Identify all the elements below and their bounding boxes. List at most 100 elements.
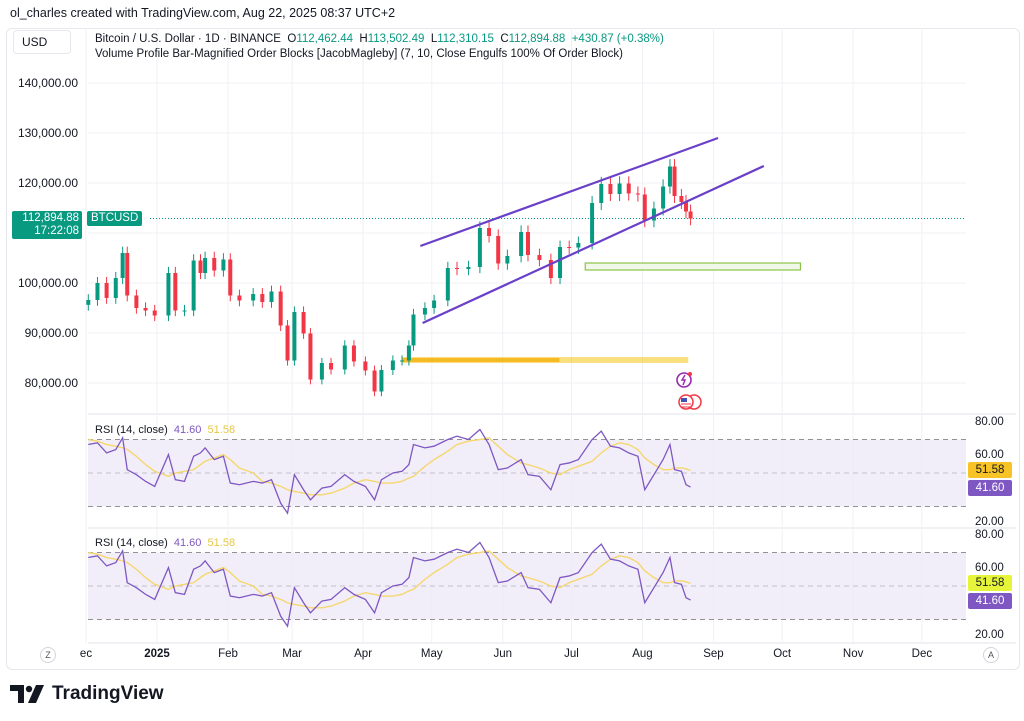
candle-body <box>104 283 109 298</box>
low-label: L <box>430 33 438 45</box>
timezone-button[interactable]: Z <box>40 647 56 663</box>
candle-body <box>477 228 482 267</box>
candle-body <box>432 300 437 308</box>
channel-lower-line <box>422 165 765 324</box>
rsi-y-tick-label: 60.00 <box>975 562 1004 575</box>
candle-body <box>212 258 217 271</box>
candle-body <box>599 184 604 203</box>
candle <box>679 188 684 209</box>
candle <box>411 308 416 351</box>
logo-text: TradingView <box>52 683 164 704</box>
chart-frame <box>6 28 1020 670</box>
candle <box>558 240 563 285</box>
candle-body <box>292 312 297 361</box>
y-tick-label: 140,000.00 <box>17 76 78 90</box>
rsi-title: RSI (14, close) <box>95 424 168 436</box>
candle-body <box>342 345 347 370</box>
candle-body <box>590 203 595 243</box>
tradingview-logo: TradingView <box>10 683 164 705</box>
candle-body <box>301 312 306 334</box>
high-label: H <box>359 33 368 45</box>
candle <box>688 204 693 226</box>
candle-body <box>635 193 640 195</box>
candle-body <box>454 268 459 269</box>
rsi-ma-value: 51.58 <box>207 537 236 549</box>
candle-body <box>182 310 187 312</box>
candle <box>342 340 347 375</box>
indicator-legend[interactable]: Volume Profile Bar-Magnified Order Block… <box>95 48 623 60</box>
rsi-y-tick-label: 80.00 <box>975 415 1004 428</box>
candle-body <box>152 310 157 316</box>
candle <box>86 294 91 311</box>
candle-body <box>525 232 530 255</box>
x-tick-label: Dec <box>911 648 933 660</box>
candle-body <box>576 243 581 248</box>
candle-body <box>221 259 226 271</box>
candle-body <box>285 325 290 361</box>
x-tick-label: Oct <box>773 648 792 660</box>
candle <box>432 294 437 314</box>
change-value: +430.87 (+0.38%) <box>571 33 664 45</box>
candle <box>166 266 171 322</box>
candle <box>608 176 613 202</box>
candle-body <box>683 202 688 212</box>
candle <box>651 201 656 228</box>
currency-button[interactable]: USD <box>13 30 71 54</box>
bar-countdown: 17:22:08 <box>34 225 79 237</box>
lightning-glyph <box>680 374 687 386</box>
candle <box>221 253 226 277</box>
candle-body <box>379 370 384 392</box>
candle <box>198 254 203 280</box>
rsi-line <box>88 428 691 515</box>
rsi-value: 41.60 <box>173 424 202 436</box>
candle <box>537 248 542 267</box>
candle <box>466 260 471 276</box>
rsi-legend-2[interactable]: RSI (14, close) 41.60 51.58 <box>95 537 235 549</box>
candle-body <box>278 291 283 326</box>
candle-body <box>351 345 356 362</box>
y-tick-label: 90,000.00 <box>24 326 78 340</box>
candle <box>120 246 125 285</box>
candle <box>228 253 233 302</box>
candle-body <box>363 361 368 371</box>
candle-body <box>143 308 148 311</box>
candle <box>95 277 100 306</box>
candle-body <box>411 314 416 346</box>
candle-body <box>505 256 510 264</box>
event-dot <box>688 372 692 376</box>
candle <box>278 285 283 331</box>
candle-body <box>95 283 100 300</box>
candle-body <box>519 232 524 256</box>
candle-body <box>113 278 118 298</box>
candle-body <box>688 211 693 219</box>
us-flag-event-icon <box>678 394 702 410</box>
candle <box>626 176 631 201</box>
candle-body <box>422 308 427 315</box>
close-value: 112,894.88 <box>508 33 566 45</box>
rsi-legend-1[interactable]: RSI (14, close) 41.60 51.58 <box>95 424 235 436</box>
candle <box>212 251 217 277</box>
candle <box>113 271 118 304</box>
candle-body <box>228 259 233 296</box>
candle-body <box>672 166 677 196</box>
lightning-event-icon <box>676 372 692 388</box>
candle-body <box>400 360 405 362</box>
candle <box>548 253 553 285</box>
open-value: 112,462.44 <box>296 33 354 45</box>
auto-scale-button[interactable]: A <box>983 647 999 663</box>
candle <box>617 176 622 202</box>
candle <box>285 320 290 366</box>
rsi-ma-price-tag: 51.58 <box>968 462 1012 478</box>
candle <box>390 355 395 375</box>
symbol-legend: Bitcoin / U.S. Dollar · 1D · BINANCE O11… <box>95 33 664 45</box>
x-tick-label: Jun <box>493 648 513 660</box>
candle-body <box>548 260 553 278</box>
x-tick-label: ec <box>79 648 93 660</box>
candle <box>173 266 178 317</box>
candle <box>477 221 482 274</box>
candle <box>406 340 411 366</box>
x-tick-label: Mar <box>282 648 303 660</box>
candle <box>292 306 297 366</box>
candle-body <box>487 228 492 236</box>
